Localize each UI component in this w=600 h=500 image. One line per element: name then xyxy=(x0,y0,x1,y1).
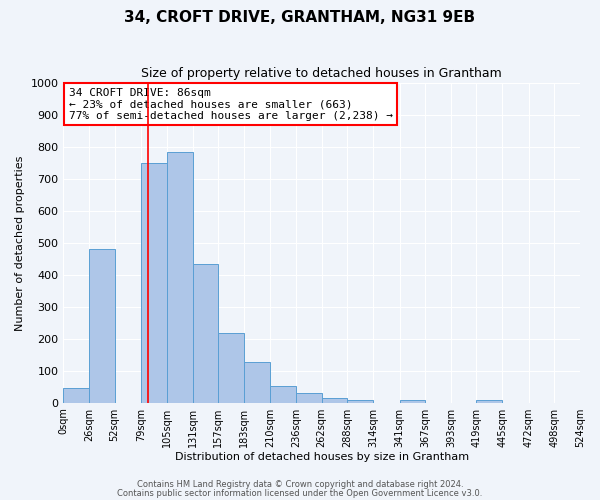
Bar xyxy=(296,393,322,402)
Bar xyxy=(89,250,115,402)
Bar xyxy=(476,400,502,402)
Bar xyxy=(347,400,373,402)
Bar xyxy=(322,398,347,402)
Bar xyxy=(400,400,425,402)
Text: Contains public sector information licensed under the Open Government Licence v3: Contains public sector information licen… xyxy=(118,488,482,498)
X-axis label: Distribution of detached houses by size in Grantham: Distribution of detached houses by size … xyxy=(175,452,469,462)
Text: 34, CROFT DRIVE, GRANTHAM, NG31 9EB: 34, CROFT DRIVE, GRANTHAM, NG31 9EB xyxy=(124,10,476,25)
Text: 34 CROFT DRIVE: 86sqm
← 23% of detached houses are smaller (663)
77% of semi-det: 34 CROFT DRIVE: 86sqm ← 23% of detached … xyxy=(68,88,392,121)
Bar xyxy=(141,163,167,402)
Y-axis label: Number of detached properties: Number of detached properties xyxy=(15,155,25,330)
Bar xyxy=(193,264,218,402)
Bar xyxy=(271,386,296,402)
Bar xyxy=(244,362,271,403)
Bar xyxy=(64,388,89,402)
Text: Contains HM Land Registry data © Crown copyright and database right 2024.: Contains HM Land Registry data © Crown c… xyxy=(137,480,463,489)
Title: Size of property relative to detached houses in Grantham: Size of property relative to detached ho… xyxy=(142,68,502,80)
Bar xyxy=(218,333,244,402)
Bar xyxy=(167,152,193,403)
